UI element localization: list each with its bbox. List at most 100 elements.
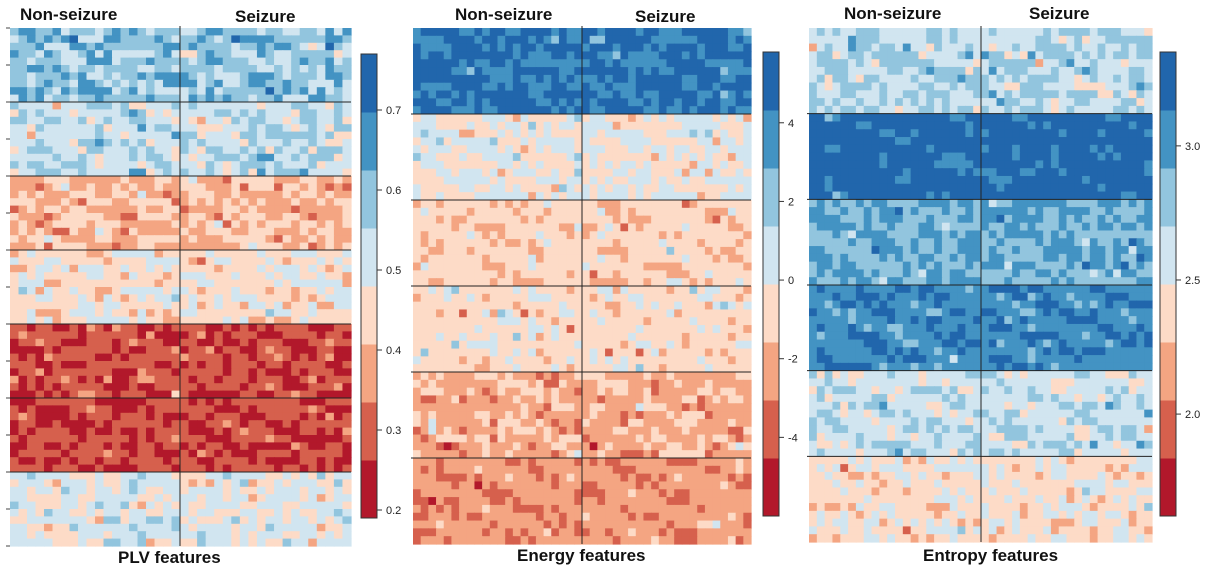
heatmap-cell — [248, 472, 258, 480]
heatmap-cell — [558, 98, 568, 107]
heatmap-cell — [69, 35, 79, 44]
heatmap-cell — [265, 257, 275, 266]
heatmap-cell — [103, 235, 113, 244]
heatmap-cell — [78, 279, 88, 288]
heatmap-cell — [697, 121, 706, 131]
heatmap-cell — [222, 361, 232, 369]
heatmap-cell — [231, 272, 241, 281]
heatmap-cell — [635, 184, 645, 193]
heatmap-cell — [180, 420, 190, 429]
heatmap-cell — [658, 348, 668, 357]
heatmap-cell — [239, 109, 249, 118]
heatmap-cell — [248, 287, 258, 295]
heatmap-cell — [428, 246, 437, 256]
heatmap-cell — [171, 153, 181, 162]
heatmap-cell — [605, 372, 614, 381]
heatmap-cell — [103, 412, 113, 421]
heatmap-cell — [413, 325, 422, 334]
heatmap-cell — [466, 114, 476, 123]
heatmap-cell — [78, 353, 88, 362]
heatmap-cell — [413, 200, 422, 209]
heatmap-cell — [451, 207, 460, 217]
heatmap-cell — [666, 231, 675, 240]
heatmap-cell — [112, 168, 122, 177]
heatmap-cell — [163, 50, 173, 59]
heatmap-cell — [704, 90, 714, 99]
heatmap-cell — [35, 405, 45, 414]
heatmap-cell — [205, 457, 215, 466]
heatmap-cell — [27, 538, 37, 547]
heatmap-cell — [551, 309, 560, 318]
heatmap-cell — [248, 294, 258, 303]
heatmap-cell — [482, 200, 491, 209]
heatmap-cell — [163, 331, 173, 340]
heatmap-cell — [620, 67, 629, 76]
heatmap-cell — [86, 294, 96, 303]
heatmap-cell — [188, 301, 198, 310]
heatmap-cell — [291, 368, 301, 377]
heatmap-cell — [651, 278, 660, 287]
heatmap-cell — [10, 161, 20, 170]
heatmap-cell — [231, 190, 241, 199]
heatmap-cell — [543, 372, 552, 381]
heatmap-cell — [248, 35, 258, 44]
heatmap-cell — [274, 242, 284, 251]
heatmap-cell — [566, 231, 575, 240]
heatmap-cell — [256, 538, 267, 547]
heatmap-cell — [612, 184, 622, 193]
heatmap-cell — [308, 242, 318, 251]
heatmap-cell — [231, 279, 241, 288]
heatmap-cell — [248, 153, 258, 162]
heatmap-cell — [635, 332, 645, 342]
heatmap-cell — [582, 129, 591, 139]
heatmap-cell — [154, 316, 164, 325]
heatmap-cell — [95, 116, 105, 125]
heatmap-cell — [239, 65, 249, 73]
heatmap-cell — [666, 176, 675, 185]
heatmap-cell — [69, 435, 79, 443]
heatmap-cell — [666, 395, 675, 404]
heatmap-cell — [325, 331, 335, 340]
heatmap-cell — [451, 145, 460, 154]
heatmap-cell — [112, 464, 122, 473]
heatmap-cell — [265, 383, 275, 392]
heatmap-cell — [704, 364, 714, 373]
heatmap-cell — [154, 294, 164, 303]
heatmap-cell — [188, 442, 198, 451]
heatmap-cell — [620, 293, 629, 303]
heatmap-cell — [497, 207, 506, 217]
heatmap-cell — [35, 50, 45, 59]
heatmap-cell — [566, 332, 575, 342]
heatmap-cell — [535, 348, 545, 357]
heatmap-cell — [214, 338, 224, 347]
heatmap-cell — [291, 35, 301, 44]
heatmap-cell — [265, 102, 275, 110]
heatmap-cell — [535, 207, 545, 217]
heatmap-cell — [180, 35, 190, 44]
heatmap-cell — [325, 516, 335, 525]
heatmap-cell — [605, 246, 614, 256]
heatmap-cell — [712, 106, 721, 115]
heatmap-cell — [582, 153, 591, 162]
heatmap-cell — [35, 338, 45, 347]
heatmap-cell — [316, 331, 326, 340]
heatmap-cell — [316, 205, 326, 214]
heatmap-cell — [658, 270, 668, 279]
heatmap-cell — [436, 332, 445, 342]
heatmap-cell — [505, 395, 514, 404]
heatmap-cell — [451, 325, 460, 334]
heatmap-cell — [342, 279, 352, 288]
heatmap-cell — [10, 361, 20, 369]
heatmap-cell — [129, 235, 139, 244]
heatmap-cell — [712, 35, 721, 45]
heatmap-cell — [231, 79, 241, 88]
heatmap-cell — [308, 412, 318, 421]
heatmap-cell — [466, 395, 476, 404]
heatmap-cell — [689, 340, 698, 350]
heatmap-cell — [674, 98, 683, 107]
heatmap-cell — [137, 235, 147, 244]
heatmap-cell — [316, 28, 326, 36]
heatmap-cell — [605, 395, 614, 404]
heatmap-cell — [582, 51, 591, 60]
heatmap-cell — [103, 279, 113, 288]
